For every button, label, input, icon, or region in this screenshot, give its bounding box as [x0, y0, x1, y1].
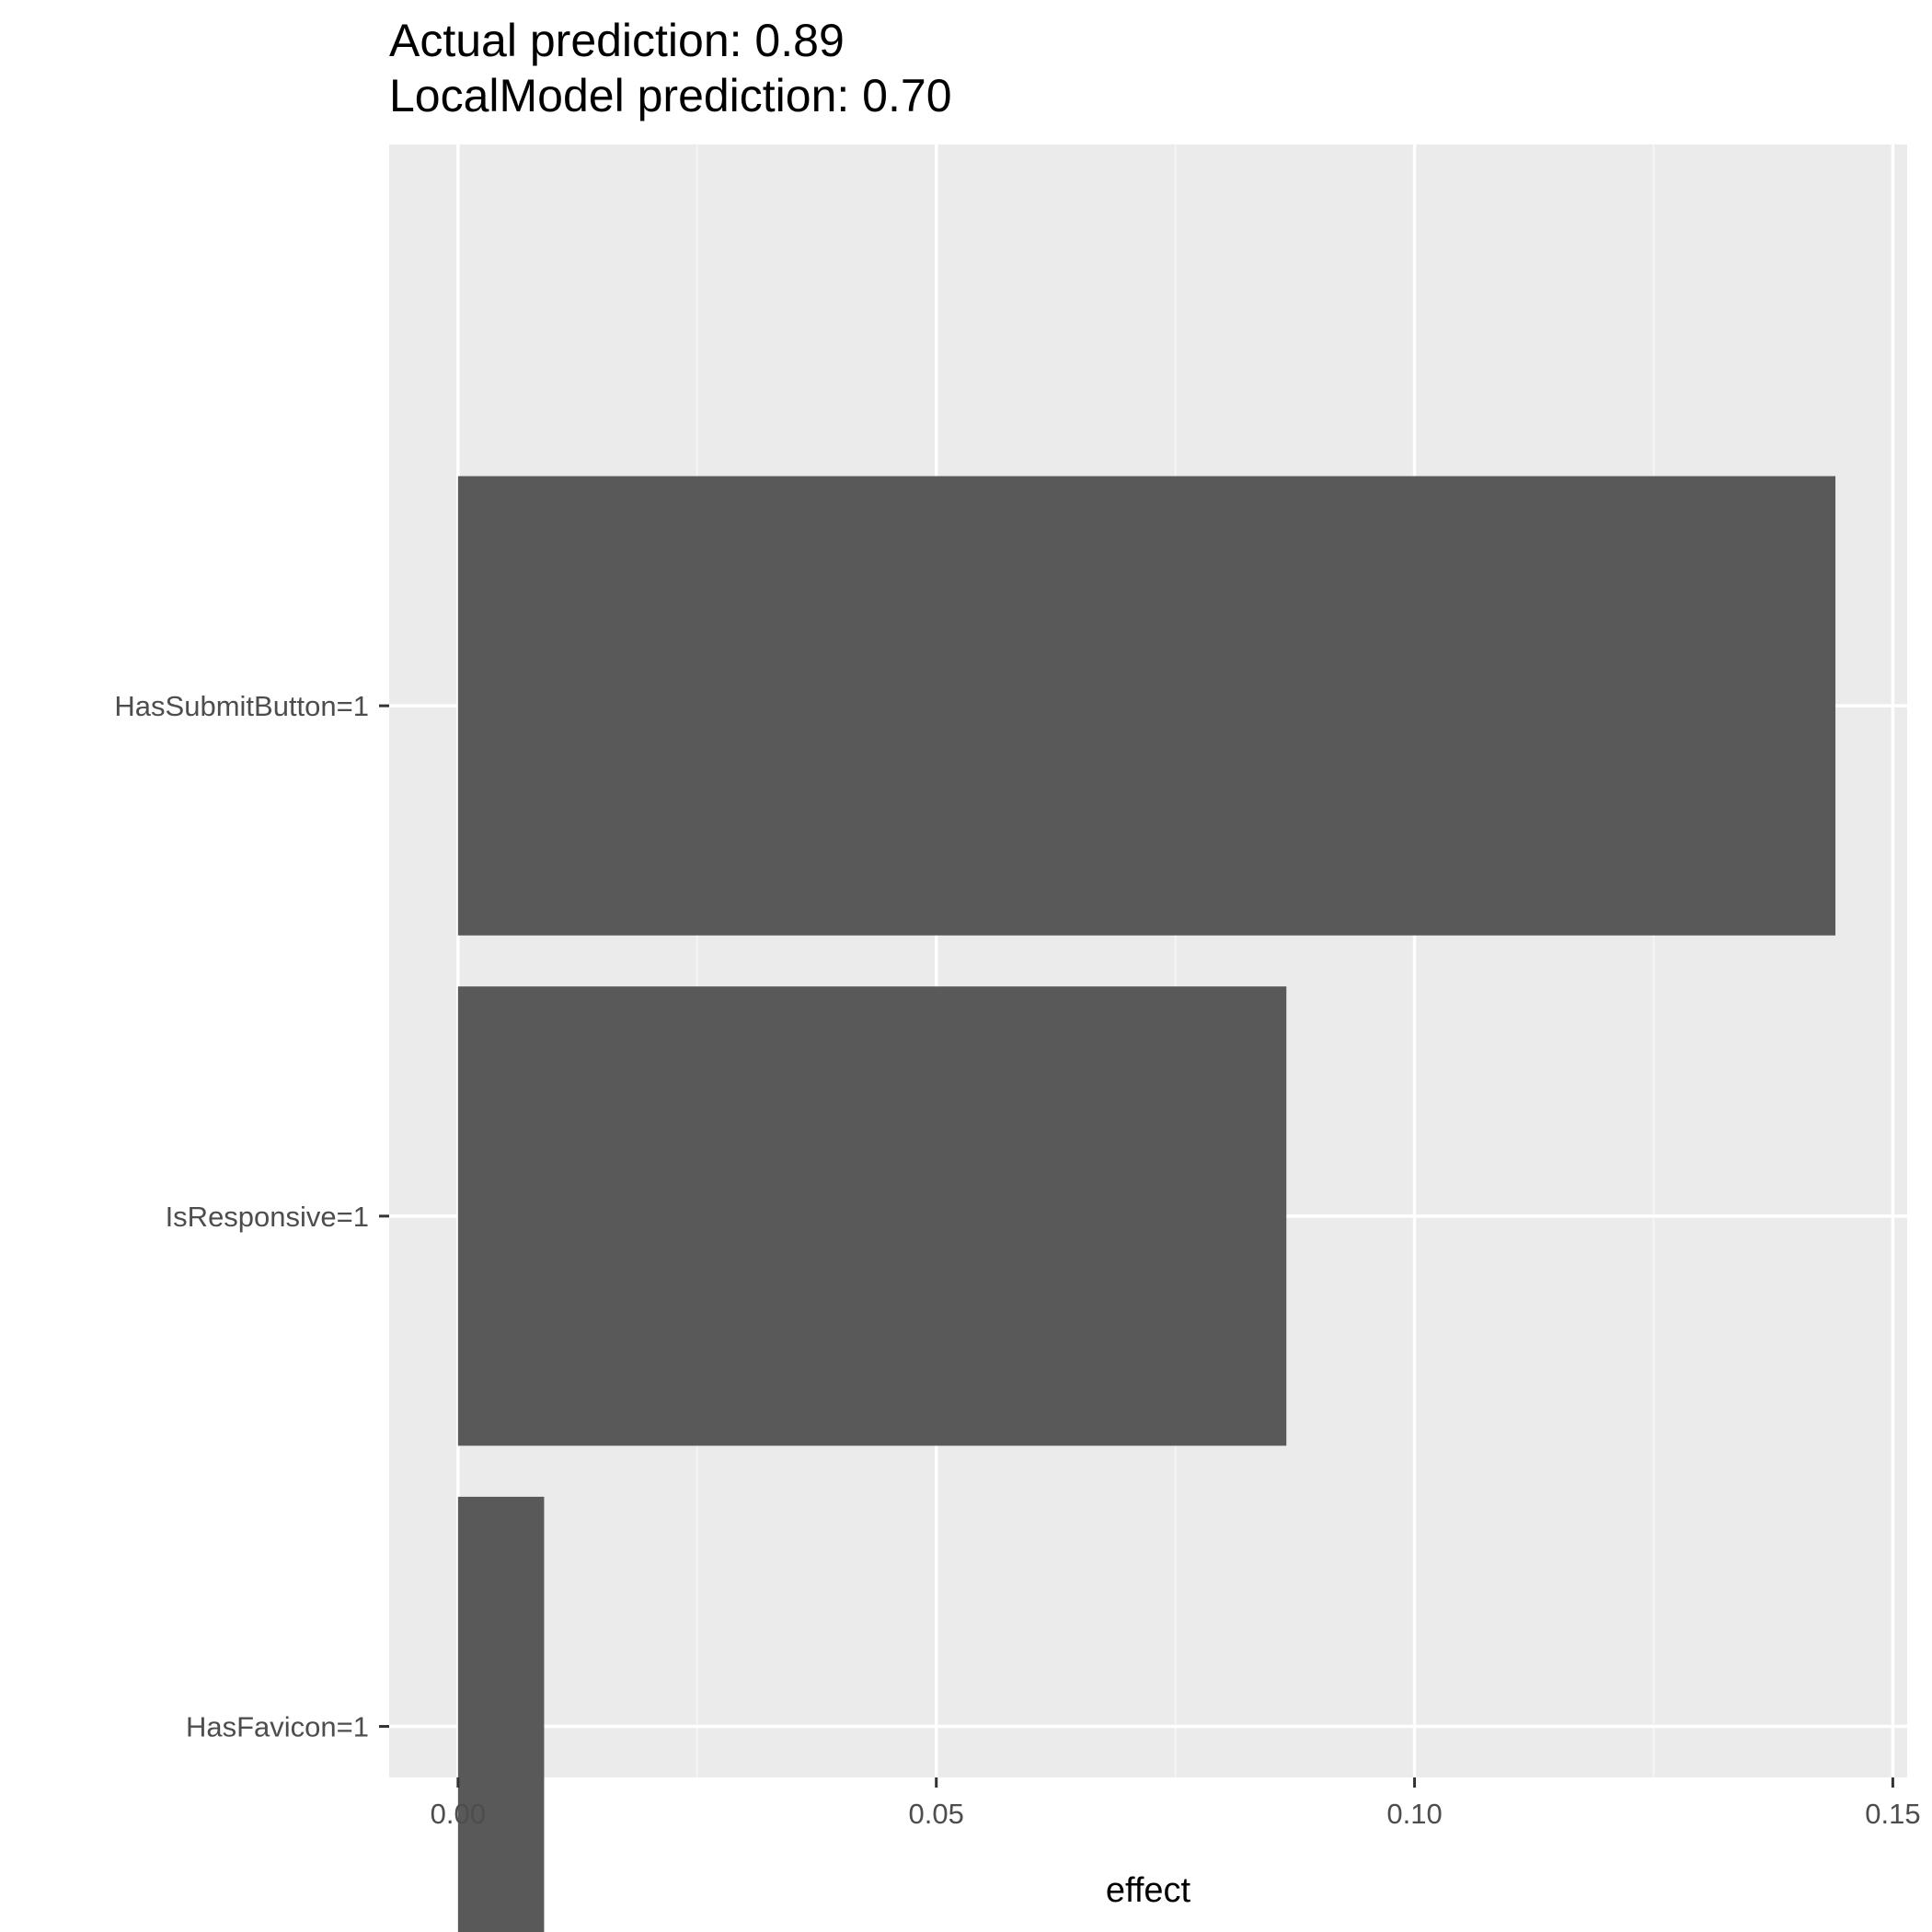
bar	[457, 1496, 545, 1932]
y-axis: HasSubmitButton=1 IsResponsive=1 HasFavico…	[114, 690, 389, 1743]
plot-panel	[389, 144, 1907, 1777]
x-tick-label: 0.05	[909, 1798, 964, 1830]
x-tick-label: 0.15	[1865, 1798, 1920, 1830]
y-tick-label: HasFavicon=1	[186, 1711, 369, 1743]
y-tick-label: IsResponsive=1	[166, 1201, 369, 1233]
x-tick-label: 0.10	[1386, 1798, 1442, 1830]
chart-title: Actual prediction: 0.89	[389, 15, 845, 66]
chart-subtitle: LocalModel prediction: 0.70	[389, 70, 952, 121]
bar	[457, 986, 1287, 1446]
bar	[457, 476, 1836, 936]
bars	[457, 476, 1836, 1932]
y-tick-label: HasSubmitButton=1	[114, 690, 369, 722]
x-axis: 0.00 0.05 0.10 0.15	[431, 1777, 1921, 1830]
x-axis-title: effect	[1106, 1871, 1191, 1910]
x-tick-label: 0.00	[431, 1798, 486, 1830]
minor-gridlines	[696, 144, 1655, 1777]
